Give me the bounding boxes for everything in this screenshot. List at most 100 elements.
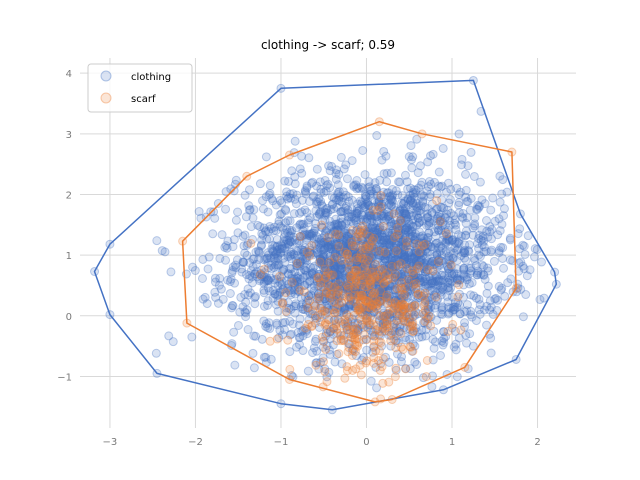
scatter-point-clothing [522,271,532,281]
scatter-point-clothing [423,279,433,289]
scatter-point-clothing [322,238,332,248]
x-tick-label: 1 [449,437,455,448]
scatter-point-clothing [356,235,366,245]
scatter-point-clothing [439,203,449,213]
scatter-point-clothing [494,246,504,256]
scatter-point-clothing [398,263,408,273]
scatter-point-clothing [425,257,435,267]
scatter-point-clothing [316,357,326,367]
scatter-point-clothing [300,292,310,302]
scatter-point-clothing [344,211,354,221]
scatter-point-clothing [382,177,392,187]
scatter-point-scarf [285,364,295,374]
scatter-point-clothing [261,276,271,286]
scatter-point-clothing [304,153,314,163]
scatter-point-clothing [286,290,296,300]
scatter-point-clothing [414,332,424,342]
scatter-point-clothing [197,273,207,283]
scatter-point-clothing [405,264,415,274]
scatter-point-clothing [375,296,385,306]
scatter-point-scarf [347,270,357,280]
scatter-point-clothing [521,290,531,300]
scatter-point-clothing [331,240,341,250]
scatter-point-clothing [443,264,453,274]
scatter-point-clothing [412,220,422,230]
scatter-point-clothing [314,269,324,279]
scatter-point-clothing [488,193,498,203]
scatter-point-clothing [253,246,263,256]
scatter-point-clothing [229,235,239,245]
scatter-point-clothing [247,272,257,282]
scatter-point-clothing [405,225,415,235]
scatter-point-clothing [279,264,289,274]
scatter-point-clothing [284,238,294,248]
scatter-point-clothing [460,253,470,263]
scatter-point-clothing [498,175,508,185]
scatter-point-clothing [383,188,393,198]
scatter-point-clothing [228,262,238,272]
scatter-point-clothing [213,298,223,308]
scatter-point-clothing [413,168,423,178]
scatter-point-scarf [326,289,336,299]
scatter-point-scarf [313,273,323,283]
scatter-point-clothing [416,209,426,219]
scatter-point-clothing [445,220,455,230]
scatter-point-clothing [321,328,331,338]
scatter-point-clothing [312,212,322,222]
scatter-point-clothing [294,333,304,343]
scatter-point-clothing [263,300,273,310]
scatter-point-clothing [471,204,481,214]
scatter-point-clothing [264,190,274,200]
scatter-point-clothing [295,332,305,342]
scatter-point-clothing [300,247,310,257]
scatter-point-clothing [217,230,227,240]
scatter-point-clothing [396,215,406,225]
scatter-point-clothing [437,195,447,205]
scatter-point-clothing [379,272,389,282]
scatter-point-clothing [326,205,336,215]
scatter-point-clothing [319,237,329,247]
scatter-point-clothing [368,301,378,311]
scatter-point-clothing [340,225,350,235]
scatter-point-clothing [210,273,220,283]
scatter-point-clothing [300,187,310,197]
scatter-point-scarf [396,299,406,309]
scatter-point-scarf [283,335,293,345]
scatter-point-clothing [323,208,333,218]
scatter-point-clothing [428,149,438,159]
scatter-point-clothing [436,309,446,319]
scatter-point-clothing [298,346,308,356]
scatter-point-clothing [459,269,469,279]
scatter-point-clothing [187,332,197,342]
scatter-point-clothing [239,257,249,267]
scatter-point-clothing [320,175,330,185]
scatter-point-clothing [364,270,374,280]
scatter-point-clothing [323,241,333,251]
scatter-point-clothing [326,221,336,231]
scatter-point-clothing [223,236,233,246]
scatter-point-scarf [347,350,357,360]
scatter-point-clothing [479,247,489,257]
scatter-point-clothing [250,269,260,279]
scatter-point-scarf [295,232,305,242]
scatter-point-clothing [362,240,372,250]
scatter-point-clothing [255,222,265,232]
scatter-point-clothing [476,235,486,245]
scatter-point-clothing [241,297,251,307]
scatter-point-clothing [408,231,418,241]
scatter-point-clothing [268,293,278,303]
scatter-point-clothing [486,205,496,215]
scatter-point-scarf [397,285,407,295]
scatter-point-clothing [480,274,490,284]
scatter-point-clothing [370,277,380,287]
legend-label-scarf: scarf [131,94,156,105]
scatter-point-clothing [320,282,330,292]
scatter-point-clothing [444,286,454,296]
scatter-point-clothing [316,184,326,194]
legend: clothing scarf [87,63,193,113]
scatter-point-clothing [287,226,297,236]
scatter-point-scarf [323,280,333,290]
scatter-point-clothing [449,305,459,315]
scatter-point-clothing [444,235,454,245]
scatter-point-clothing [311,219,321,229]
